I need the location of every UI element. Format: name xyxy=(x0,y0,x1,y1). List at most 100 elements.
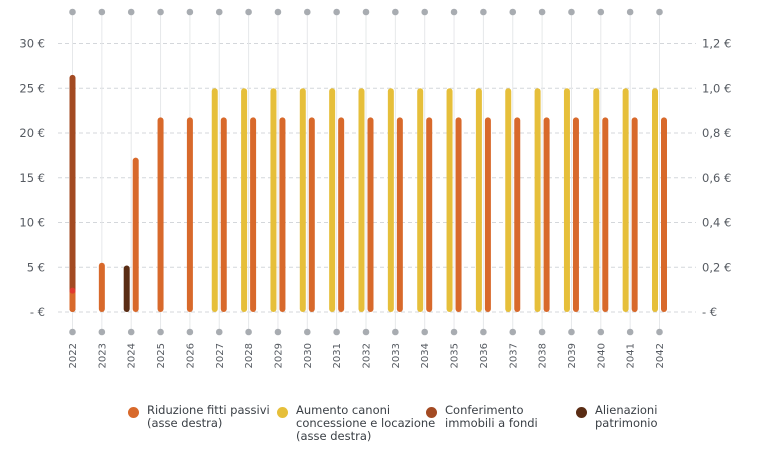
right-tick-label: 1,0 € xyxy=(702,81,731,95)
x-tick-label: 2024 xyxy=(127,343,138,368)
category-top-dot xyxy=(245,8,252,16)
x-tick-label: 2032 xyxy=(362,343,373,368)
x-tick-label: 2033 xyxy=(391,343,402,368)
bar-aumento xyxy=(505,88,512,312)
category-top-dot xyxy=(157,8,164,16)
bar-aumento xyxy=(270,88,277,312)
category-bottom-dot xyxy=(69,328,76,336)
bar-aumento xyxy=(211,88,218,312)
category-top-dot xyxy=(69,8,76,16)
category-top-dot xyxy=(362,8,370,16)
bar-riduzione xyxy=(338,117,345,313)
x-tick-label: 2039 xyxy=(567,343,578,368)
left-tick-label: 25 € xyxy=(19,81,45,95)
category-top-dot xyxy=(127,8,135,16)
legend-swatch-riduzione xyxy=(128,407,139,418)
x-tick-label: 2027 xyxy=(215,343,226,368)
x-tick-label: 2038 xyxy=(538,343,549,368)
category-bottom-dot xyxy=(538,328,546,336)
category-top-dot xyxy=(656,8,663,16)
x-tick-label: 2029 xyxy=(273,343,284,368)
x-tick-label: 2034 xyxy=(420,343,431,368)
legend-item-riduzione: Riduzione fitti passivi (asse destra) xyxy=(128,404,270,430)
right-tick-label: 1,2 € xyxy=(702,37,731,51)
category-bottom-dot xyxy=(480,328,487,336)
x-tick-label: 2036 xyxy=(479,343,490,368)
x-tick-label: 2026 xyxy=(185,343,196,368)
left-tick-label: - € xyxy=(30,305,45,319)
bar-aumento xyxy=(563,88,570,312)
category-top-dot xyxy=(186,8,194,16)
category-top-dot xyxy=(597,8,605,16)
category-bottom-dot xyxy=(626,328,634,336)
category-top-dot xyxy=(509,8,517,16)
right-tick-label: - € xyxy=(702,305,717,319)
bar-riduzione xyxy=(572,117,579,313)
legend-label-riduzione: Riduzione fitti passivi (asse destra) xyxy=(147,403,270,430)
category-bottom-dot xyxy=(362,328,370,336)
x-tick-label: 2035 xyxy=(450,343,461,368)
bar-aumento xyxy=(387,88,394,312)
bar-aumento xyxy=(622,88,629,312)
x-tick-label: 2042 xyxy=(655,343,666,368)
bar-aumento xyxy=(593,88,600,312)
bar-aumento xyxy=(299,88,306,312)
legend-item-conferimento: Conferimento immobili a fondi xyxy=(426,404,538,430)
category-top-dot xyxy=(450,8,458,16)
left-tick-label: 20 € xyxy=(19,126,45,140)
x-tick-label: 2028 xyxy=(244,343,255,368)
left-tick-label: 15 € xyxy=(19,171,45,185)
bar-riduzione xyxy=(484,117,491,313)
category-bottom-dot xyxy=(186,328,194,336)
legend-label-aumento: Aumento canoni concessione e locazione (… xyxy=(296,403,436,443)
category-top-dot xyxy=(304,8,311,16)
bar-riduzione xyxy=(132,157,139,312)
legend-swatch-aumento xyxy=(277,407,288,418)
category-top-dot xyxy=(568,8,575,16)
bar-riduzione xyxy=(69,289,76,312)
category-bottom-dot xyxy=(597,328,605,336)
left-tick-label: 30 € xyxy=(19,37,45,51)
bar-aumento xyxy=(652,88,658,312)
category-bottom-dot xyxy=(333,328,340,336)
bar-riduzione xyxy=(514,117,521,313)
category-bottom-dot xyxy=(392,328,399,336)
category-top-dot xyxy=(98,8,106,16)
bar-aumento xyxy=(241,88,248,312)
x-tick-label: 2041 xyxy=(626,343,637,368)
bar-riduzione xyxy=(631,117,638,313)
category-bottom-dot xyxy=(568,328,575,336)
category-top-dot xyxy=(392,8,399,16)
category-bottom-dot xyxy=(157,328,164,336)
bar-alienazioni xyxy=(123,265,130,312)
x-tick-label: 2023 xyxy=(97,343,108,368)
category-bottom-dot xyxy=(215,328,223,336)
bar-aumento xyxy=(417,88,424,312)
bar-riduzione xyxy=(308,117,315,313)
category-top-dot xyxy=(215,8,223,16)
x-tick-label: 2037 xyxy=(508,343,519,368)
right-tick-label: 0,2 € xyxy=(702,260,731,274)
left-tick-label: 10 € xyxy=(19,216,45,230)
x-tick-label: 2030 xyxy=(303,343,314,368)
legend-swatch-conferimento xyxy=(426,407,437,418)
category-bottom-dot xyxy=(450,328,458,336)
category-top-dot xyxy=(538,8,546,16)
category-bottom-dot xyxy=(421,328,429,336)
x-tick-label: 2025 xyxy=(156,343,167,368)
bar-aumento xyxy=(329,88,336,312)
category-bottom-dot xyxy=(656,328,663,336)
legend-swatch-alienazioni xyxy=(576,407,587,418)
bar-aumento xyxy=(358,88,365,312)
x-tick-label: 2040 xyxy=(596,343,607,368)
legend-label-alienazioni: Alienazioni patrimonio xyxy=(595,403,658,430)
bar-conferimento xyxy=(69,74,76,312)
category-bottom-dot xyxy=(127,328,135,336)
bar-riduzione xyxy=(98,262,105,312)
right-tick-label: 0,6 € xyxy=(702,171,731,185)
bar-riduzione xyxy=(455,117,462,313)
legend: Riduzione fitti passivi (asse destra) Au… xyxy=(0,404,767,452)
category-top-dot xyxy=(626,8,634,16)
bar-riduzione xyxy=(250,117,257,313)
category-bottom-dot xyxy=(274,328,282,336)
